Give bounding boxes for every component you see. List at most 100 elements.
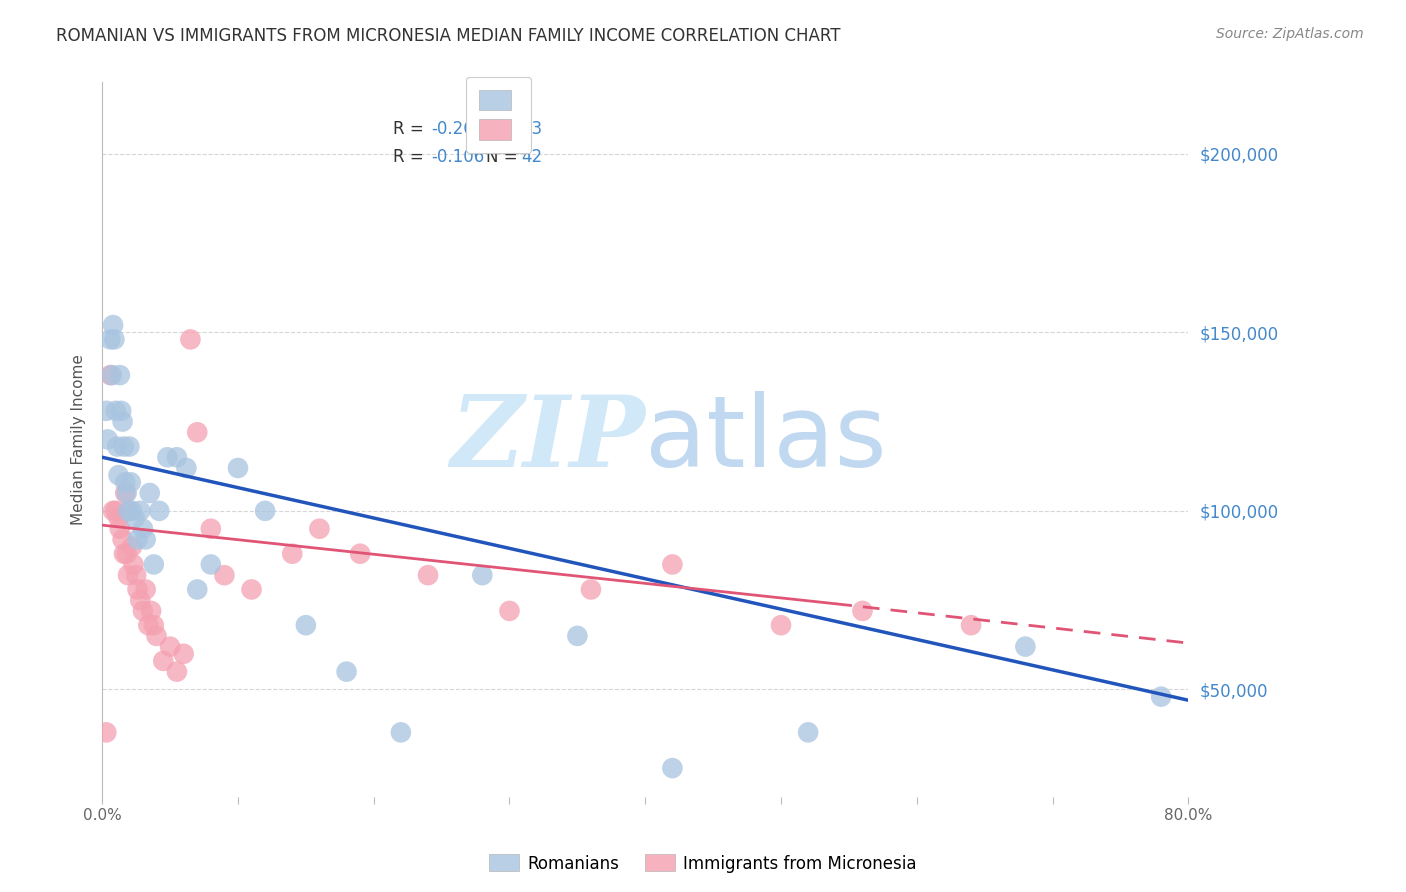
Point [138, 618, 160, 632]
Point [186, 582, 208, 597]
Point [142, 558, 165, 572]
Text: 43: 43 [522, 120, 543, 137]
Point [108, 522, 131, 536]
Point [127, 582, 149, 597]
Point [416, 568, 439, 582]
Point [1014, 640, 1036, 654]
Point [145, 629, 167, 643]
Point [139, 604, 162, 618]
Point [166, 665, 188, 679]
Point [281, 547, 304, 561]
Point [98, 368, 121, 383]
Point [797, 725, 820, 739]
Point [135, 582, 157, 597]
Point [349, 547, 371, 561]
Point [107, 468, 129, 483]
Point [661, 761, 683, 775]
Point [103, 332, 125, 346]
Point [97, 433, 120, 447]
Legend: , : , [467, 77, 531, 153]
Point [115, 547, 138, 561]
Point [117, 568, 139, 582]
Point [132, 522, 155, 536]
Text: ZIP: ZIP [450, 392, 645, 488]
Point [960, 618, 983, 632]
Point [1150, 690, 1173, 704]
Point [118, 504, 141, 518]
Point [107, 511, 129, 525]
Text: R =: R = [394, 148, 429, 166]
Point [226, 461, 249, 475]
Point [115, 486, 138, 500]
Point [111, 533, 134, 547]
Text: atlas: atlas [645, 391, 887, 488]
Point [127, 533, 149, 547]
Point [112, 440, 135, 454]
Point [112, 547, 135, 561]
Point [129, 504, 152, 518]
Text: 42: 42 [522, 148, 543, 166]
Point [96, 725, 118, 739]
Point [179, 332, 201, 346]
Point [121, 504, 143, 518]
Point [125, 568, 148, 582]
Point [129, 593, 152, 607]
Y-axis label: Median Family Income: Median Family Income [72, 354, 86, 524]
Point [173, 647, 195, 661]
Point [200, 558, 222, 572]
Point [101, 504, 124, 518]
Legend: Romanians, Immigrants from Micronesia: Romanians, Immigrants from Micronesia [482, 847, 924, 880]
Point [159, 640, 181, 654]
Point [214, 568, 236, 582]
Point [295, 618, 318, 632]
Point [100, 368, 122, 383]
Point [120, 475, 142, 490]
Point [104, 404, 127, 418]
Point [108, 368, 131, 383]
Point [111, 415, 134, 429]
Point [769, 618, 792, 632]
Point [186, 425, 208, 440]
Point [152, 654, 174, 668]
Point [240, 582, 263, 597]
Text: -0.106: -0.106 [432, 148, 485, 166]
Point [104, 504, 127, 518]
Text: -0.262: -0.262 [432, 120, 485, 137]
Point [132, 604, 155, 618]
Point [579, 582, 602, 597]
Point [114, 475, 136, 490]
Point [156, 450, 179, 465]
Point [121, 540, 143, 554]
Point [96, 404, 118, 418]
Point [166, 450, 188, 465]
Point [138, 486, 160, 500]
Point [105, 440, 128, 454]
Point [471, 568, 494, 582]
Point [200, 522, 222, 536]
Point [124, 511, 146, 525]
Point [122, 558, 145, 572]
Point [135, 533, 157, 547]
Point [98, 332, 121, 346]
Point [567, 629, 589, 643]
Point [176, 461, 198, 475]
Point [148, 504, 170, 518]
Point [389, 725, 412, 739]
Point [118, 440, 141, 454]
Point [498, 604, 520, 618]
Point [101, 318, 124, 332]
Point [335, 665, 357, 679]
Point [110, 404, 132, 418]
Point [308, 522, 330, 536]
Point [851, 604, 873, 618]
Point [661, 558, 683, 572]
Point [114, 486, 136, 500]
Point [117, 504, 139, 518]
Text: N =: N = [485, 148, 523, 166]
Text: N =: N = [485, 120, 523, 137]
Text: ROMANIAN VS IMMIGRANTS FROM MICRONESIA MEDIAN FAMILY INCOME CORRELATION CHART: ROMANIAN VS IMMIGRANTS FROM MICRONESIA M… [56, 27, 841, 45]
Point [254, 504, 277, 518]
Point [142, 618, 165, 632]
Text: Source: ZipAtlas.com: Source: ZipAtlas.com [1216, 27, 1364, 41]
Text: R =: R = [394, 120, 429, 137]
